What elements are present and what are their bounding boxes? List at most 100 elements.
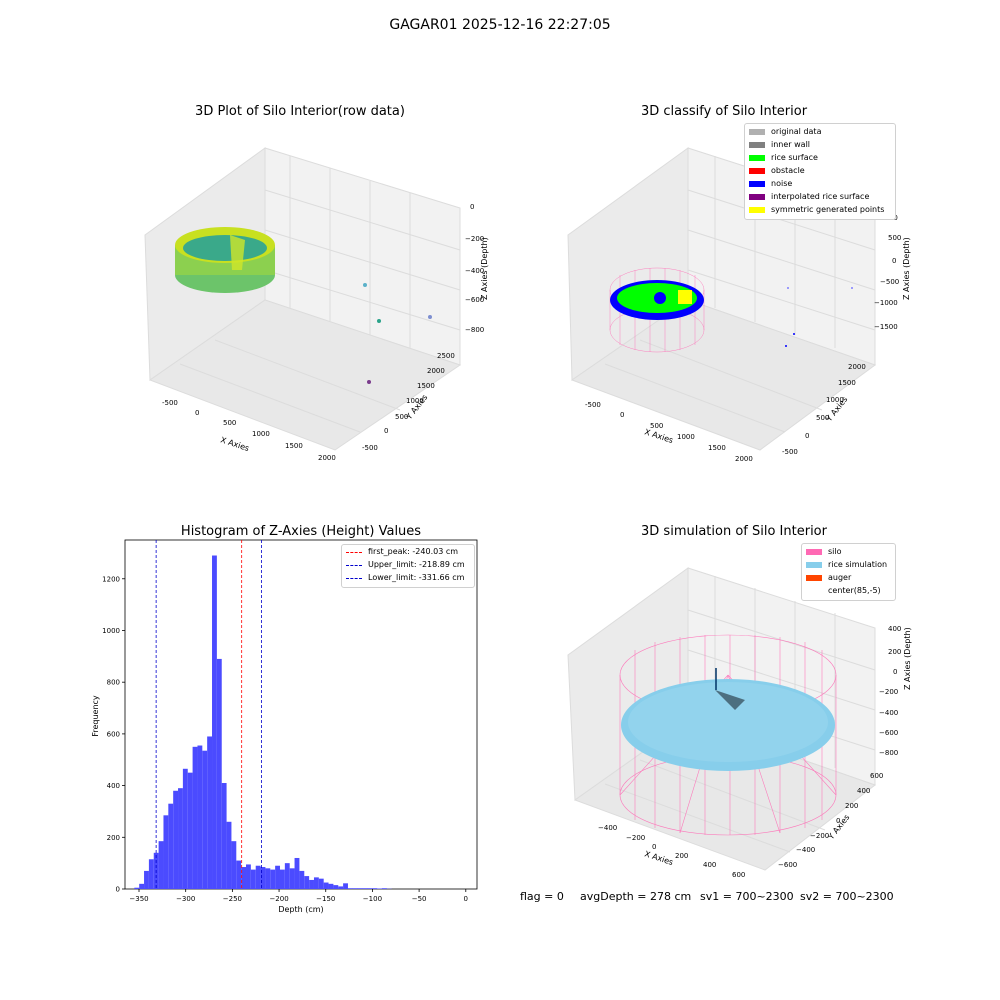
figure-title: GAGAR01 2025-12-16 22:27:05 bbox=[389, 17, 611, 33]
raw-xtick: 0 bbox=[195, 409, 199, 417]
histogram-ytick-label: 600 bbox=[107, 730, 120, 738]
sv2-range: sv2 = 700~2300 bbox=[800, 890, 894, 903]
classify-ztick: −1500 bbox=[874, 323, 898, 331]
histogram-bar bbox=[289, 868, 295, 889]
histogram-chart: −350 −300 −250 −200 −150 −100 −50 0 0 200 400 600 8… bbox=[91, 539, 478, 914]
histogram-bar bbox=[265, 868, 271, 889]
histogram-bar bbox=[231, 841, 237, 889]
histogram-bar bbox=[270, 869, 276, 889]
histogram-xtick-label: −150 bbox=[316, 895, 335, 903]
raw-ztick: −600 bbox=[465, 296, 484, 304]
classify-ytick: 500 bbox=[816, 414, 829, 422]
histogram-legend: first_peak: -240.03 cm Upper_limit: -218… bbox=[341, 544, 475, 588]
classify-xtick: 0 bbox=[620, 411, 624, 419]
histogram-bar bbox=[343, 883, 348, 889]
histogram-ytick-label: 0 bbox=[116, 886, 120, 894]
sim-ytick: 200 bbox=[845, 802, 858, 810]
sv1-range: sv1 = 700~2300 bbox=[700, 890, 794, 903]
sim-ztick: 400 bbox=[888, 625, 901, 633]
histogram-bar bbox=[168, 803, 174, 889]
histogram-bar bbox=[279, 869, 285, 889]
classify-ztick: 0 bbox=[892, 257, 896, 265]
histogram-bar bbox=[318, 878, 324, 889]
raw-ztick: −200 bbox=[465, 235, 484, 243]
histogram-bar bbox=[144, 870, 149, 889]
histogram-bar bbox=[357, 888, 363, 889]
histogram-bar bbox=[333, 885, 339, 889]
histogram-bars bbox=[134, 555, 392, 889]
histogram-bar bbox=[250, 869, 256, 889]
histogram-ytick-label: 1200 bbox=[102, 575, 120, 583]
sim-ztick: 0 bbox=[893, 668, 897, 676]
histogram-bar bbox=[246, 864, 251, 889]
raw-ytick: 1000 bbox=[406, 397, 424, 405]
histogram-bar bbox=[372, 888, 378, 889]
raw-xtick: -500 bbox=[162, 399, 178, 407]
raw-ytick: 500 bbox=[395, 413, 408, 421]
sim-xtick: −400 bbox=[598, 824, 617, 832]
sim-ytick: −400 bbox=[796, 846, 815, 854]
sim-legend: silo rice simulation auger center(85,-5) bbox=[801, 543, 896, 601]
histogram-bar bbox=[260, 867, 266, 889]
classify-ytick: 1000 bbox=[826, 396, 844, 404]
histogram-bar bbox=[158, 841, 164, 889]
histogram-bar bbox=[328, 883, 334, 889]
sim-ytick: 0 bbox=[836, 817, 840, 825]
sim-3d-plot: −400 −200 0 200 400 600 X Axies −600 −40… bbox=[567, 567, 912, 879]
histogram-bar bbox=[202, 750, 208, 889]
histogram-bar bbox=[299, 870, 305, 889]
classify-legend: original data inner wall rice surface ob… bbox=[744, 123, 896, 220]
raw-ztick: 0 bbox=[470, 203, 474, 211]
histogram-bar bbox=[255, 865, 261, 889]
sim-ytick: −600 bbox=[778, 861, 797, 869]
classify-ztick: 500 bbox=[888, 234, 901, 242]
raw-ytick: -500 bbox=[362, 444, 378, 452]
sim-ytick: 600 bbox=[870, 772, 883, 780]
sim-xtick: 200 bbox=[675, 852, 688, 860]
sim-xlabel: X Axies bbox=[643, 849, 674, 867]
histogram-bar bbox=[367, 888, 373, 889]
classify-ytick: 2000 bbox=[848, 363, 866, 371]
histogram-ytick-label: 1000 bbox=[102, 627, 120, 635]
histogram-bar bbox=[182, 768, 188, 889]
raw-xtick: 1000 bbox=[252, 430, 270, 438]
classify-zlabel: Z Axies (Depth) bbox=[902, 237, 911, 300]
histogram-bar bbox=[192, 746, 198, 889]
raw-xtick: 500 bbox=[223, 419, 236, 427]
histogram-ytick-label: 800 bbox=[107, 679, 120, 687]
raw-ytick: 1500 bbox=[417, 382, 435, 390]
flag-status: flag = 0 bbox=[520, 890, 564, 903]
sim-ztick: −400 bbox=[879, 709, 898, 717]
raw-xtick: 1500 bbox=[285, 442, 303, 450]
histogram-bar bbox=[226, 821, 232, 889]
histogram-bar bbox=[236, 860, 242, 889]
classify-3d-plot: -500 0 500 1000 1500 2000 X Axies -500 0… bbox=[567, 147, 911, 463]
histogram-xtick-label: −350 bbox=[129, 895, 148, 903]
histogram-bar bbox=[197, 745, 203, 889]
sim-ztick: −600 bbox=[879, 729, 898, 737]
histogram-bar bbox=[347, 888, 353, 889]
histogram-bar bbox=[377, 888, 382, 889]
classify-xtick: 1500 bbox=[708, 444, 726, 452]
raw-ytick: 2500 bbox=[437, 352, 455, 360]
classify-ytick: -500 bbox=[782, 448, 798, 456]
classify-xtick: -500 bbox=[585, 401, 601, 409]
sim-zlabel: Z Axies (Depth) bbox=[903, 627, 912, 690]
histogram-xtick-label: −250 bbox=[223, 895, 242, 903]
histogram-bar bbox=[381, 888, 387, 889]
histogram-yticks: 0 200 400 600 800 1000 1200 bbox=[102, 575, 125, 894]
histogram-bar bbox=[221, 783, 227, 889]
sim-xtick: 600 bbox=[732, 871, 745, 879]
raw-xtick: 2000 bbox=[318, 454, 336, 462]
histogram-bar bbox=[275, 865, 280, 889]
histogram-xtick-label: −200 bbox=[269, 895, 288, 903]
classify-plot-title: 3D classify of Silo Interior bbox=[640, 104, 808, 119]
histogram-bar bbox=[187, 772, 193, 889]
histogram-bar bbox=[241, 867, 247, 889]
histogram-xtick-label: −50 bbox=[412, 895, 427, 903]
histogram-bar bbox=[178, 788, 183, 889]
sim-plot-title: 3D simulation of Silo Interior bbox=[641, 524, 827, 539]
raw-ytick: 2000 bbox=[427, 367, 445, 375]
histogram-bar bbox=[304, 876, 310, 889]
raw-xlabel: X Axies bbox=[219, 435, 250, 453]
